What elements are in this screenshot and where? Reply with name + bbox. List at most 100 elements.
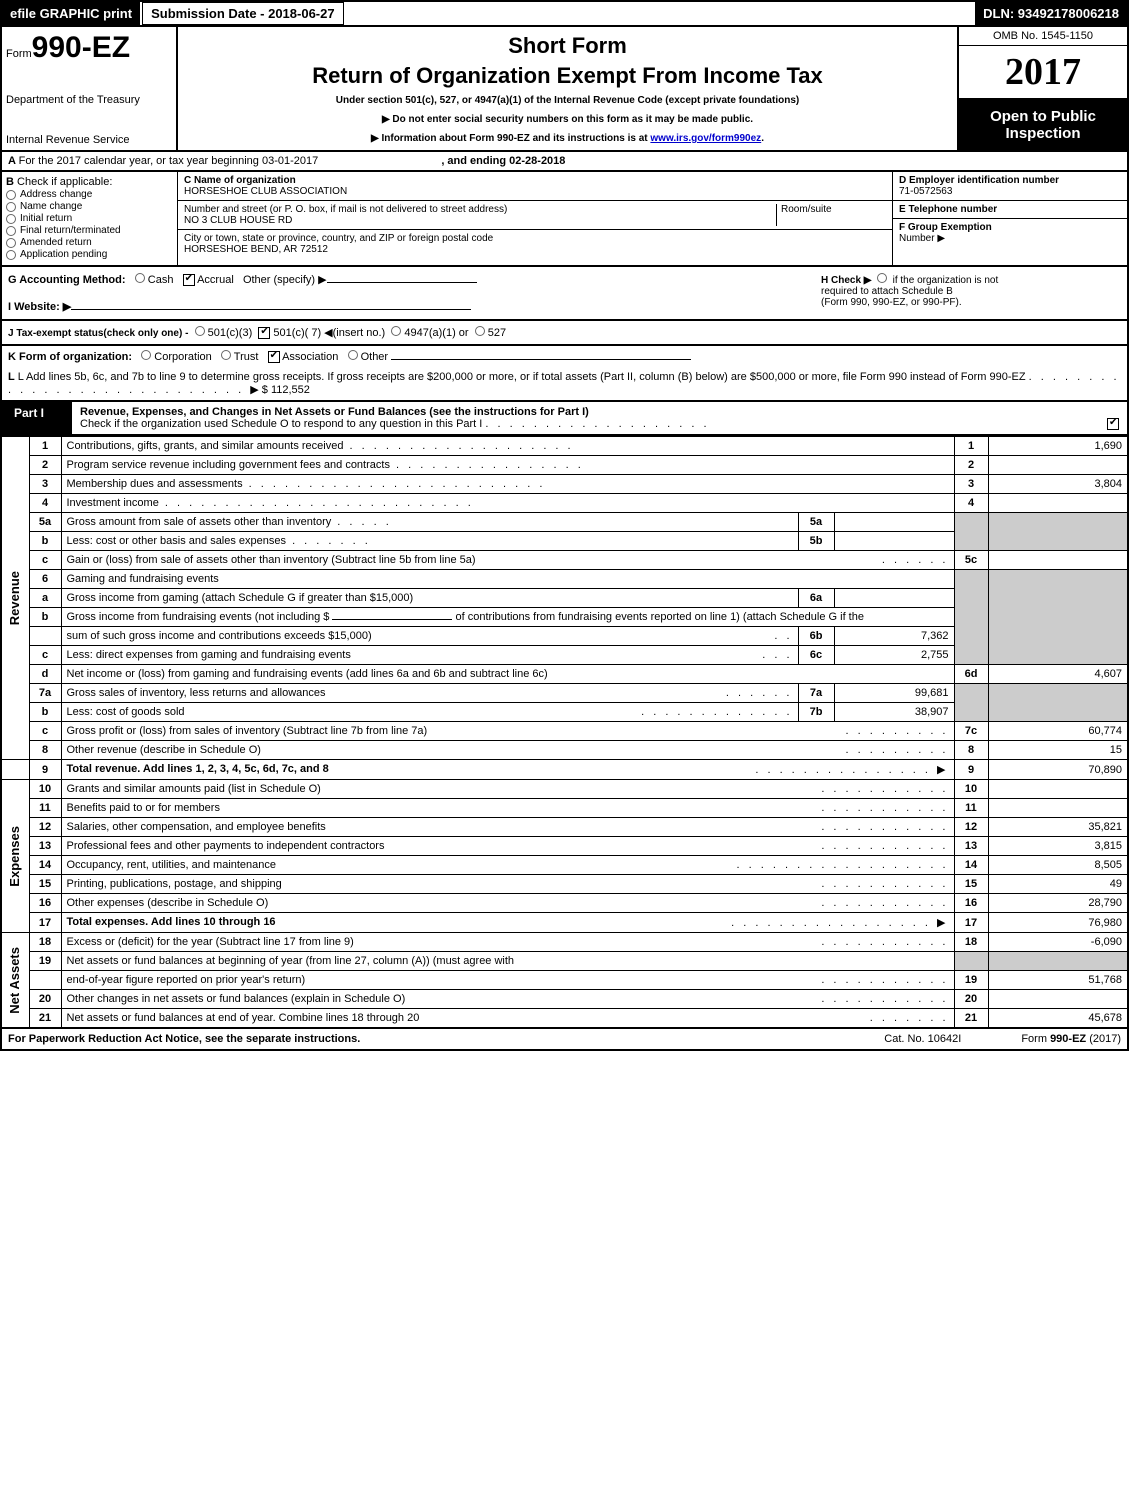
chk-application-pending[interactable]: [6, 250, 16, 260]
line-6c-desc: Less: direct expenses from gaming and fu…: [67, 649, 351, 661]
chk-final-return[interactable]: [6, 226, 16, 236]
line-16-num: 16: [954, 894, 988, 913]
part-i-title: Revenue, Expenses, and Changes in Net As…: [80, 406, 589, 418]
line-6a-subval: [834, 589, 954, 608]
line-5b-desc: Less: cost or other basis and sales expe…: [67, 535, 287, 547]
line-7a-desc: Gross sales of inventory, less returns a…: [67, 687, 326, 699]
lbl-other-method: Other (specify) ▶: [243, 274, 327, 286]
line-5c-num: 5c: [954, 551, 988, 570]
line-6b-desc2: of contributions from fundraising events…: [452, 611, 864, 623]
line-19a-desc: Net assets or fund balances at beginning…: [61, 952, 954, 971]
line-11-desc: Benefits paid to or for members: [67, 802, 220, 814]
chk-501c3[interactable]: [195, 326, 205, 336]
line-18-val: -6,090: [988, 933, 1128, 952]
gross-receipts-amount: ▶ $ 112,552: [250, 384, 310, 396]
part-i-label: Part I: [2, 402, 72, 434]
chk-schedule-o[interactable]: [1107, 418, 1119, 430]
line-16-desc: Other expenses (describe in Schedule O): [67, 897, 269, 909]
line-8-num: 8: [954, 741, 988, 760]
dept-treasury: Department of the Treasury: [6, 94, 172, 106]
line-21-num: 21: [954, 1009, 988, 1029]
top-bar: efile GRAPHIC print Submission Date - 20…: [0, 0, 1129, 27]
line-10-num: 10: [954, 780, 988, 799]
chk-corp[interactable]: [141, 350, 151, 360]
chk-527[interactable]: [475, 326, 485, 336]
return-title: Return of Organization Exempt From Incom…: [184, 63, 951, 89]
chk-initial-return[interactable]: [6, 214, 16, 224]
line-8-val: 15: [988, 741, 1128, 760]
line-7b-subln: 7b: [798, 703, 834, 722]
chk-4947[interactable]: [391, 326, 401, 336]
section-j: J Tax-exempt status(check only one) - 50…: [0, 321, 1129, 346]
col-d-e-f: D Employer identification number 71-0572…: [892, 172, 1127, 265]
lbl-assoc: Association: [282, 351, 338, 363]
address-value: NO 3 CLUB HOUSE RD: [184, 215, 776, 226]
line-6a-desc: Gross income from gaming (attach Schedul…: [67, 592, 414, 604]
lbl-501c3: 501(c)(3): [208, 327, 253, 339]
form-header: Form990-EZ Department of the Treasury In…: [0, 27, 1129, 152]
form-footer-label: Form 990-EZ (2017): [1021, 1033, 1121, 1045]
line-1-desc: Contributions, gifts, grants, and simila…: [67, 440, 344, 452]
tax-year-begin: For the 2017 calendar year, or tax year …: [19, 155, 319, 167]
line-5a-subval: [834, 513, 954, 532]
side-net-assets: Net Assets: [7, 947, 22, 1014]
org-name-label: C Name of organization: [184, 175, 296, 186]
phone-label: E Telephone number: [899, 204, 997, 215]
line-12-val: 35,821: [988, 818, 1128, 837]
line-5c-val: [988, 551, 1128, 570]
chk-address-change[interactable]: [6, 190, 16, 200]
line-13-desc: Professional fees and other payments to …: [67, 840, 385, 852]
city-value: HORSESHOE BEND, AR 72512: [184, 244, 493, 255]
line-21-val: 45,678: [988, 1009, 1128, 1029]
accounting-method-label: G Accounting Method:: [8, 274, 126, 286]
open-line1: Open to Public: [967, 108, 1119, 125]
chk-assoc[interactable]: [268, 351, 280, 363]
lbl-corp: Corporation: [154, 351, 211, 363]
lbl-other-org: Other: [361, 351, 389, 363]
info-prefix: ▶ Information about Form 990-EZ and its …: [371, 133, 650, 144]
section-h: H Check ▶ if the organization is not req…: [821, 273, 1121, 313]
line-16-val: 28,790: [988, 894, 1128, 913]
line-6b-subval: 7,362: [834, 627, 954, 646]
line-6d-num: 6d: [954, 665, 988, 684]
line-7b-subval: 38,907: [834, 703, 954, 722]
line-6-desc: Gaming and fundraising events: [61, 570, 954, 589]
line-7a-subln: 7a: [798, 684, 834, 703]
line-10-desc: Grants and similar amounts paid (list in…: [67, 783, 321, 795]
info-link-line: ▶ Information about Form 990-EZ and its …: [184, 133, 951, 144]
lbl-trust: Trust: [234, 351, 259, 363]
lbl-501c7: 501(c)( 7) ◀(insert no.): [273, 327, 385, 339]
chk-amended-return[interactable]: [6, 238, 16, 248]
line-17-num: 17: [954, 913, 988, 933]
chk-accrual[interactable]: [183, 274, 195, 286]
lbl-final-return: Final return/terminated: [20, 225, 121, 236]
chk-trust[interactable]: [221, 350, 231, 360]
h-check-label: H Check ▶: [821, 275, 871, 286]
efile-print-button[interactable]: efile GRAPHIC print: [2, 2, 140, 25]
irs-link[interactable]: www.irs.gov/form990ez: [650, 133, 761, 144]
line-6c-subln: 6c: [798, 646, 834, 665]
submission-date: Submission Date - 2018-06-27: [142, 2, 344, 25]
ein-label: D Employer identification number: [899, 175, 1059, 186]
chk-501c7[interactable]: [258, 327, 270, 339]
line-20-val: [988, 990, 1128, 1009]
info-suffix: .: [761, 133, 764, 144]
part-i-header: Part I Revenue, Expenses, and Changes in…: [0, 402, 1129, 436]
chk-cash[interactable]: [135, 273, 145, 283]
chk-other-org[interactable]: [348, 350, 358, 360]
line-17-val: 76,980: [988, 913, 1128, 933]
line-3-val: 3,804: [988, 475, 1128, 494]
line-2-desc: Program service revenue including govern…: [67, 459, 390, 471]
chk-sched-b[interactable]: [877, 273, 887, 283]
line-4-num: 4: [954, 494, 988, 513]
lines-table: Revenue 1Contributions, gifts, grants, a…: [0, 436, 1129, 1029]
under-section-text: Under section 501(c), 527, or 4947(a)(1)…: [184, 95, 951, 106]
lbl-address-change: Address change: [20, 189, 92, 200]
footer: For Paperwork Reduction Act Notice, see …: [0, 1029, 1129, 1051]
lbl-amended-return: Amended return: [20, 237, 92, 248]
omb-number: OMB No. 1545-1150: [959, 27, 1127, 46]
line-11-num: 11: [954, 799, 988, 818]
tax-year-end: , and ending 02-28-2018: [441, 155, 565, 167]
chk-name-change[interactable]: [6, 202, 16, 212]
line-6b-subln: 6b: [798, 627, 834, 646]
